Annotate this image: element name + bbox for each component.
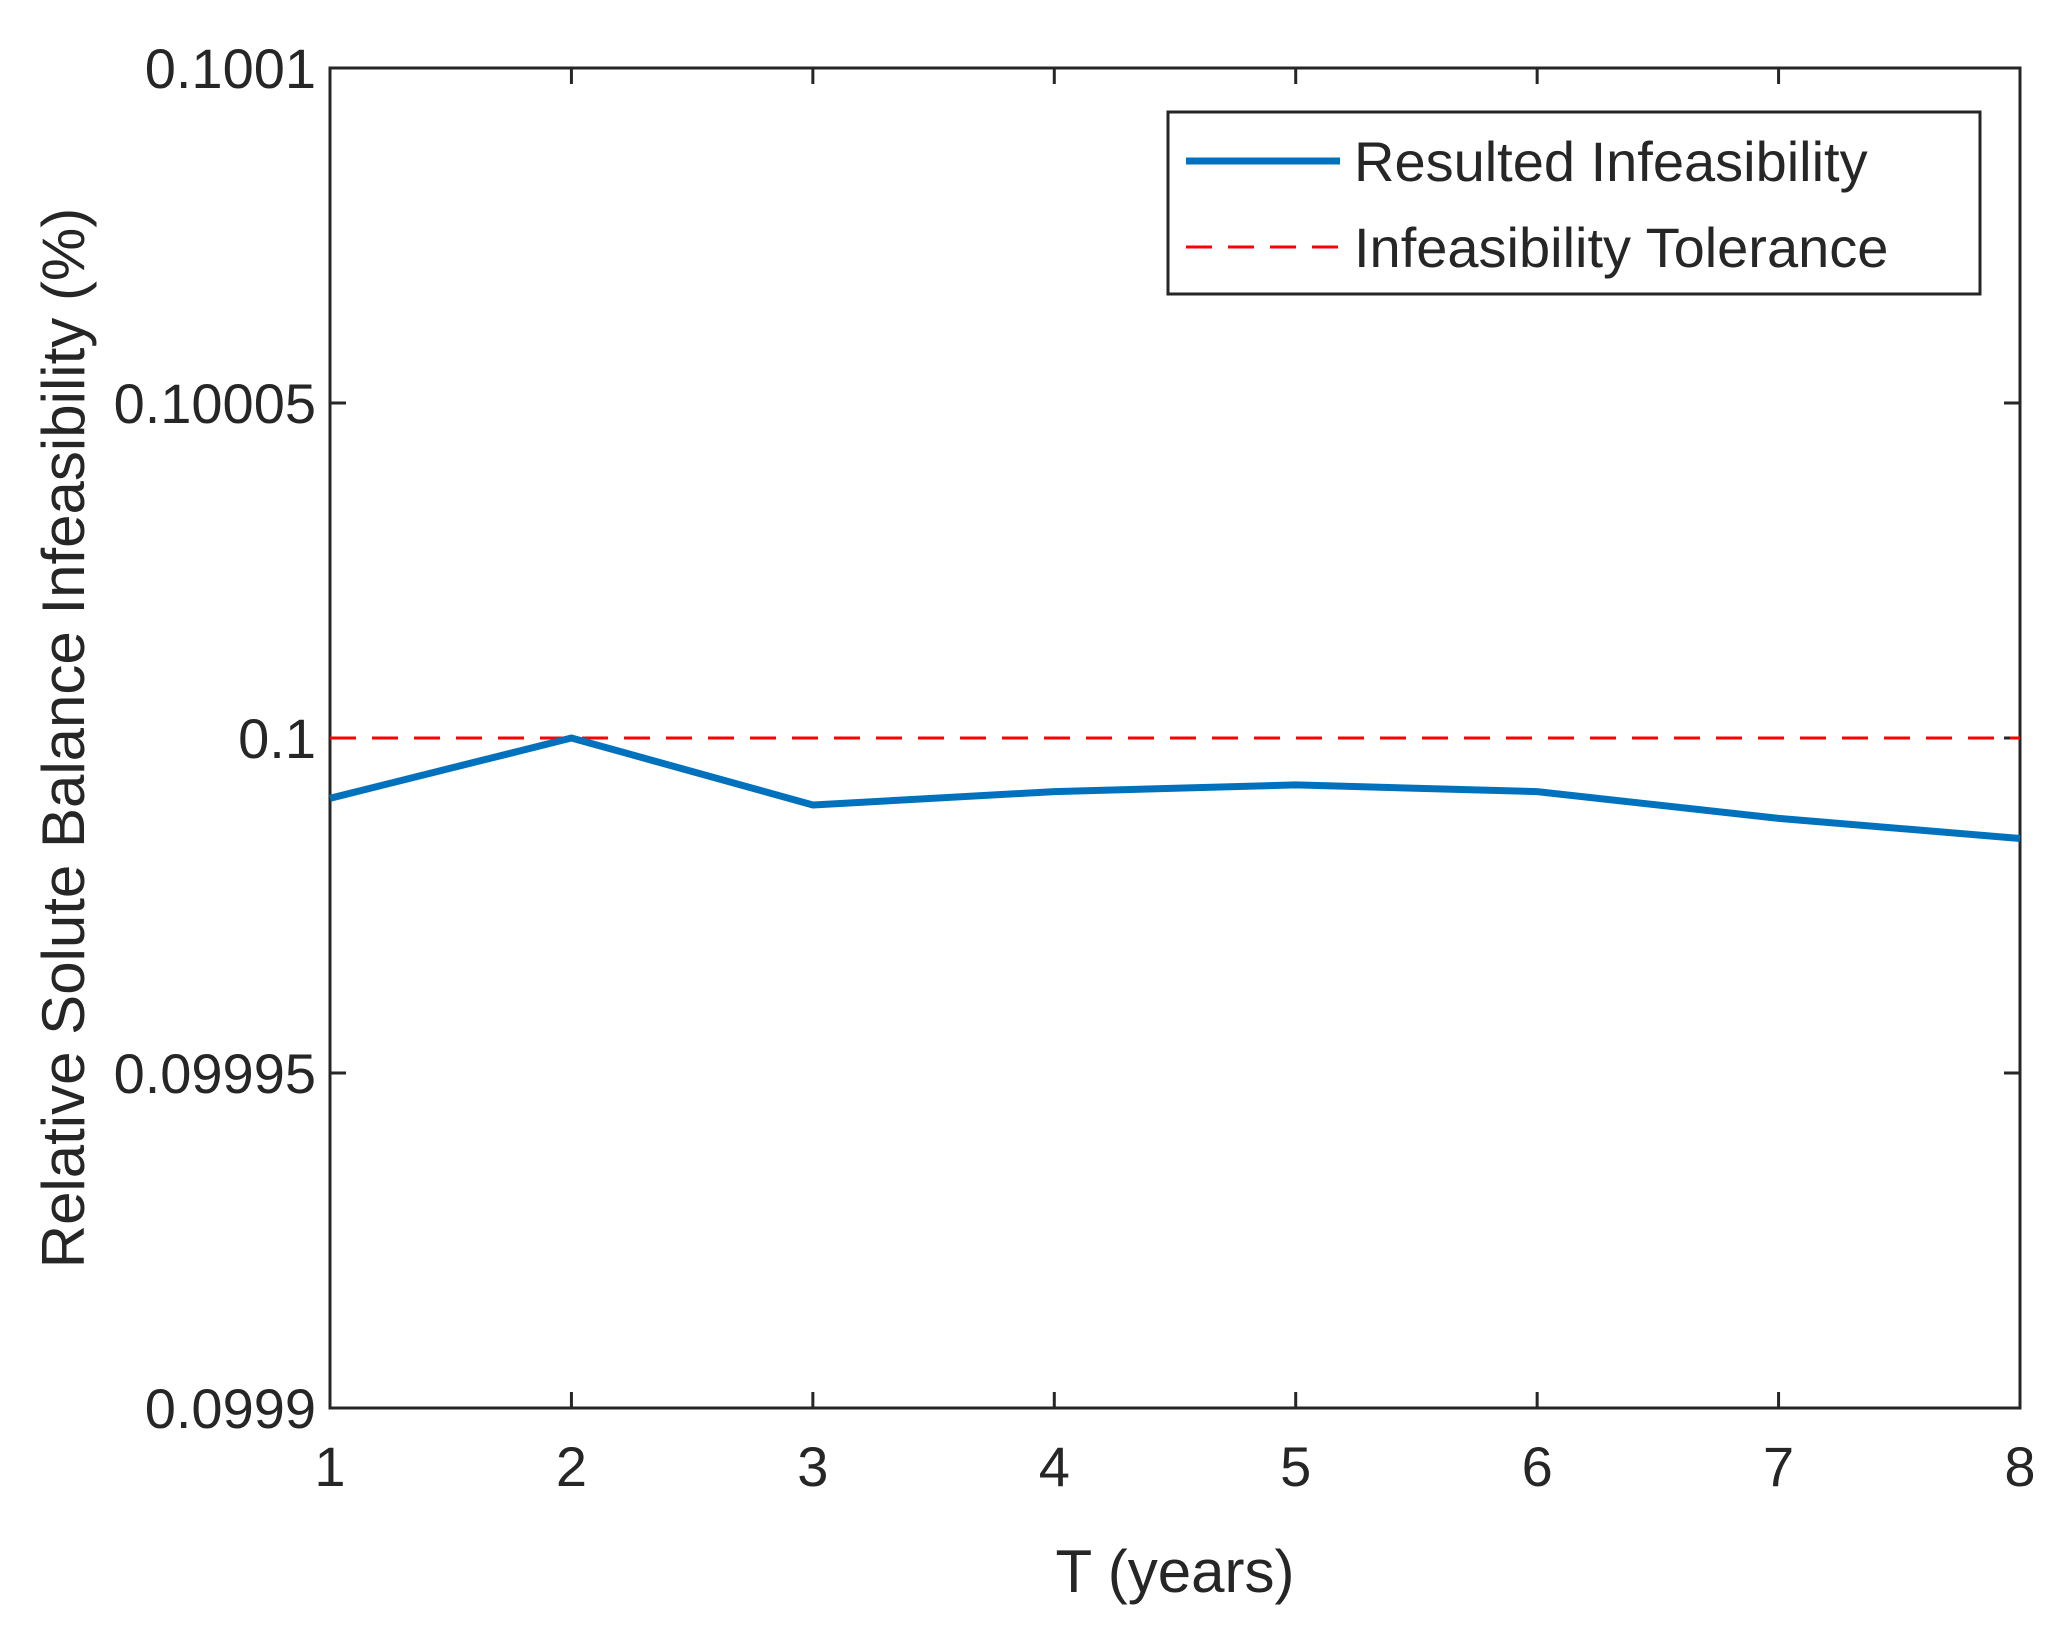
x-axis-label: T (years): [1056, 1538, 1295, 1605]
x-tick-label: 5: [1280, 1435, 1311, 1498]
x-tick-label: 3: [797, 1435, 828, 1498]
x-axis-ticks: 1 2 3 4 5 6 7 8: [314, 68, 2036, 1498]
legend-text-resulted-infeasibility: Resulted Infeasibility: [1354, 130, 1868, 193]
y-tick-label: 0.1001: [145, 37, 316, 100]
x-tick-label: 2: [556, 1435, 587, 1498]
x-tick-label: 4: [1039, 1435, 1070, 1498]
legend: Resulted Infeasibility Infeasibility Tol…: [1166, 110, 1982, 296]
x-tick-label: 7: [1763, 1435, 1794, 1498]
y-tick-label: 0.09995: [114, 1042, 316, 1105]
y-axis-label: Relative Solute Balance Infeasibility (%…: [30, 208, 97, 1269]
y-tick-label: 0.0999: [145, 1377, 316, 1440]
series-layer: [329, 734, 2021, 842]
legend-box: [1166, 110, 1982, 296]
legend-text-infeasibility-tolerance: Infeasibility Tolerance: [1354, 216, 1888, 279]
series-line-resulted-infeasibility: [329, 734, 2021, 842]
y-tick-label: 0.1: [238, 707, 316, 770]
x-tick-label: 1: [314, 1435, 345, 1498]
x-tick-label: 6: [1522, 1435, 1553, 1498]
x-tick-label: 8: [2004, 1435, 2035, 1498]
y-axis-ticks: 0.0999 0.09995 0.1 0.10005 0.1001: [114, 37, 2020, 1440]
y-tick-label: 0.10005: [114, 372, 316, 435]
